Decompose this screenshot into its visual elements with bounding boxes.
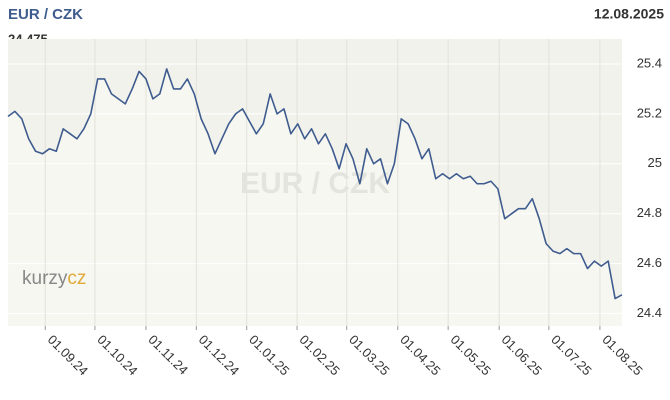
line [7, 68, 623, 300]
y-tick-label: 24.4 [637, 305, 662, 320]
chart-title: EUR / CZK [8, 6, 83, 23]
y-tick-label: 24.8 [637, 205, 662, 220]
y-tick-label: 25.2 [637, 105, 662, 120]
logo-part: cz [67, 268, 86, 289]
y-tick-label: 25 [648, 155, 662, 170]
logo-part: kurzy [22, 268, 68, 289]
watermark: EUR / CZK [240, 167, 390, 200]
area-fill [8, 68, 622, 327]
y-tick-label: 25.4 [637, 55, 662, 70]
y-tick-label: 24.6 [637, 255, 662, 270]
logo: kurzycz [22, 268, 86, 289]
date: 12.08.2025 [594, 6, 664, 22]
